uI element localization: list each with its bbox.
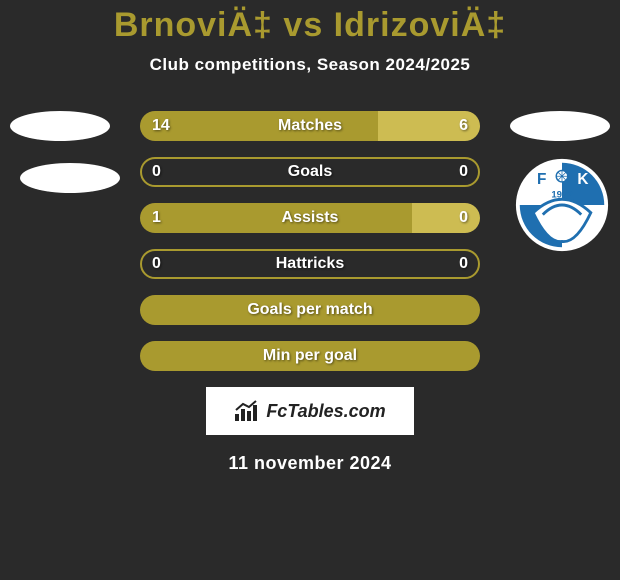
comparison-row: Goals per match	[0, 295, 620, 325]
value-right: 0	[140, 249, 468, 279]
page-title: BrnoviÄ‡ vs IdrizoviÄ‡	[0, 6, 620, 45]
comparison-row: Min per goal	[0, 341, 620, 371]
value-right: 6	[140, 111, 468, 141]
page-subtitle: Club competitions, Season 2024/2025	[0, 55, 620, 75]
comparison-row: Goals00	[0, 157, 620, 187]
date-text: 11 november 2024	[0, 453, 620, 474]
fctables-text: FcTables.com	[266, 401, 385, 422]
fctables-icon	[234, 400, 260, 422]
comparison-row: Hattricks00	[0, 249, 620, 279]
value-right: 0	[140, 203, 468, 233]
fctables-watermark: FcTables.com	[206, 387, 414, 435]
badge-year: 1922	[551, 189, 572, 200]
comparison-row: Matches146	[0, 111, 620, 141]
bar-label: Min per goal	[140, 341, 480, 371]
value-right: 0	[140, 157, 468, 187]
comparison-chart: F K 1922 Matches146Goals00Assists10Hattr…	[0, 111, 620, 371]
bar-label: Goals per match	[140, 295, 480, 325]
comparison-row: Assists10	[0, 203, 620, 233]
